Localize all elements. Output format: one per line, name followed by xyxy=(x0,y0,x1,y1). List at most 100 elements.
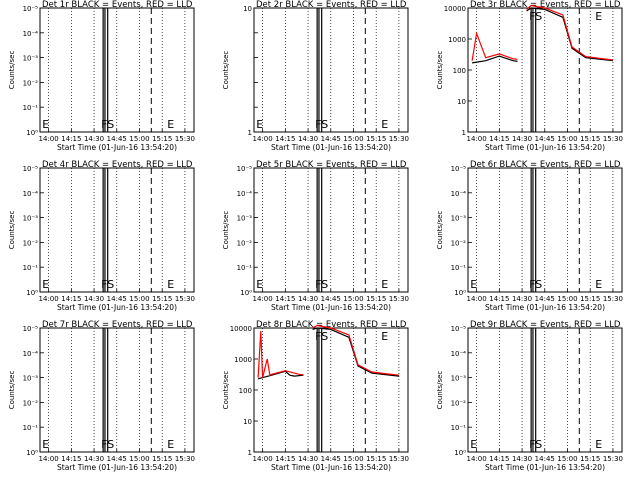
y-tick-label: 10⁻² xyxy=(23,399,39,407)
x-tick-label: 14:15 xyxy=(61,135,81,143)
x-axis-label: Start Time (01-Jun-16 13:54:20) xyxy=(485,143,605,152)
y-tick-label: 10⁻³ xyxy=(23,55,39,63)
y-tick-label: 10⁻³ xyxy=(451,215,467,223)
x-tick-label: 15:30 xyxy=(175,135,195,143)
marker-label: FS xyxy=(529,10,542,23)
y-tick-label: 10⁻⁴ xyxy=(23,190,39,198)
y-tick-label: 10⁻⁴ xyxy=(451,350,467,358)
events-series-line xyxy=(312,327,399,377)
x-tick-label: 14:30 xyxy=(298,135,318,143)
y-axis-label: Counts/sec xyxy=(222,51,230,90)
x-tick-label: 15:30 xyxy=(389,135,409,143)
y-tick-label: 10⁻⁵ xyxy=(451,165,467,173)
y-tick-label: 10⁻² xyxy=(237,239,253,247)
marker-label: E xyxy=(42,278,49,291)
x-axis-label: Start Time (01-Jun-16 13:54:20) xyxy=(271,463,391,472)
x-tick-label: 14:15 xyxy=(489,295,509,303)
x-tick-label: 14:45 xyxy=(321,295,341,303)
y-tick-label: 10⁻¹ xyxy=(451,424,467,432)
x-tick-label: 15:30 xyxy=(175,295,195,303)
y-tick-label: 10⁻³ xyxy=(451,375,467,383)
x-axis-label: Start Time (01-Jun-16 13:54:20) xyxy=(485,303,605,312)
y-tick-label: 10⁻² xyxy=(451,399,467,407)
y-tick-label: 1 xyxy=(248,129,252,137)
marker-label: E xyxy=(595,278,602,291)
y-axis-label: Counts/sec xyxy=(8,211,16,250)
y-tick-label: 10⁰ xyxy=(454,449,466,457)
x-tick-label: 14:00 xyxy=(467,455,487,463)
y-tick-label: 1000 xyxy=(234,356,252,364)
x-tick-label: 15:15 xyxy=(580,455,600,463)
x-tick-label: 15:30 xyxy=(389,295,409,303)
x-tick-label: 14:45 xyxy=(321,135,341,143)
x-axis-label: Start Time (01-Jun-16 13:54:20) xyxy=(57,303,177,312)
panel-title: Det 9r BLACK = Events, RED = LLD xyxy=(470,320,621,330)
x-tick-label: 14:30 xyxy=(84,455,104,463)
y-axis-label: Counts/sec xyxy=(436,211,444,250)
x-tick-label: 14:00 xyxy=(253,135,273,143)
x-tick-label: 15:15 xyxy=(152,455,172,463)
x-tick-label: 14:45 xyxy=(535,455,555,463)
marker-label: E xyxy=(256,278,263,291)
marker-label: E xyxy=(42,438,49,451)
x-tick-label: 15:00 xyxy=(557,295,577,303)
y-tick-label: 10⁻² xyxy=(451,239,467,247)
marker-label: FS xyxy=(315,330,328,343)
y-tick-label: 10⁰ xyxy=(26,289,38,297)
marker-label: FS xyxy=(529,278,542,291)
marker-label: E xyxy=(470,438,477,451)
x-tick-label: 14:30 xyxy=(512,295,532,303)
x-tick-label: 14:45 xyxy=(107,295,127,303)
y-axis-label: Counts/sec xyxy=(8,371,16,410)
x-tick-label: 15:00 xyxy=(343,295,363,303)
y-tick-label: 10⁰ xyxy=(26,129,38,137)
x-tick-label: 14:30 xyxy=(84,295,104,303)
x-tick-label: 14:00 xyxy=(467,295,487,303)
det-panel: Det 9r BLACK = Events, RED = LLD 14:00 14:… xyxy=(436,320,623,472)
lld-series-line xyxy=(471,31,518,61)
marker-label: E xyxy=(167,438,174,451)
y-axis-label: Counts/sec xyxy=(436,51,444,90)
x-tick-label: 15:15 xyxy=(366,455,386,463)
x-tick-label: 15:00 xyxy=(343,135,363,143)
det-panel: Det 2r BLACK = Events, RED = LLD 14:00 14:… xyxy=(222,0,409,152)
x-axis-label: Start Time (01-Jun-16 13:54:20) xyxy=(57,463,177,472)
y-tick-label: 1 xyxy=(462,129,466,137)
x-tick-label: 15:00 xyxy=(129,135,149,143)
panel-title: Det 4r BLACK = Events, RED = LLD xyxy=(42,160,193,170)
y-tick-label: 1000 xyxy=(448,36,466,44)
x-tick-label: 14:45 xyxy=(107,455,127,463)
y-tick-label: 10⁻⁵ xyxy=(237,165,253,173)
x-tick-label: 14:30 xyxy=(512,135,532,143)
x-tick-label: 15:30 xyxy=(175,455,195,463)
panel-title: Det 5r BLACK = Events, RED = LLD xyxy=(256,160,407,170)
x-tick-label: 15:15 xyxy=(580,295,600,303)
y-tick-label: 10⁻¹ xyxy=(237,264,253,272)
x-tick-label: 15:15 xyxy=(366,295,386,303)
marker-label: FS xyxy=(101,438,114,451)
x-tick-label: 15:00 xyxy=(129,295,149,303)
marker-label: E xyxy=(42,118,49,131)
x-tick-label: 14:15 xyxy=(489,135,509,143)
panel-title: Det 2r BLACK = Events, RED = LLD xyxy=(256,0,407,10)
x-tick-label: 14:30 xyxy=(298,295,318,303)
x-tick-label: 15:30 xyxy=(603,295,623,303)
x-tick-label: 14:30 xyxy=(512,455,532,463)
x-tick-label: 15:30 xyxy=(603,135,623,143)
x-tick-label: 14:15 xyxy=(275,295,295,303)
events-series-line xyxy=(526,7,613,62)
x-tick-label: 14:45 xyxy=(321,455,341,463)
x-tick-label: 15:30 xyxy=(389,455,409,463)
y-tick-label: 10⁻¹ xyxy=(451,264,467,272)
marker-label: E xyxy=(595,438,602,451)
marker-label: E xyxy=(470,278,477,291)
x-tick-label: 14:45 xyxy=(535,135,555,143)
y-tick-label: 10⁻⁵ xyxy=(23,325,39,333)
y-tick-label: 10⁻⁴ xyxy=(23,30,39,38)
marker-label: E xyxy=(381,330,388,343)
